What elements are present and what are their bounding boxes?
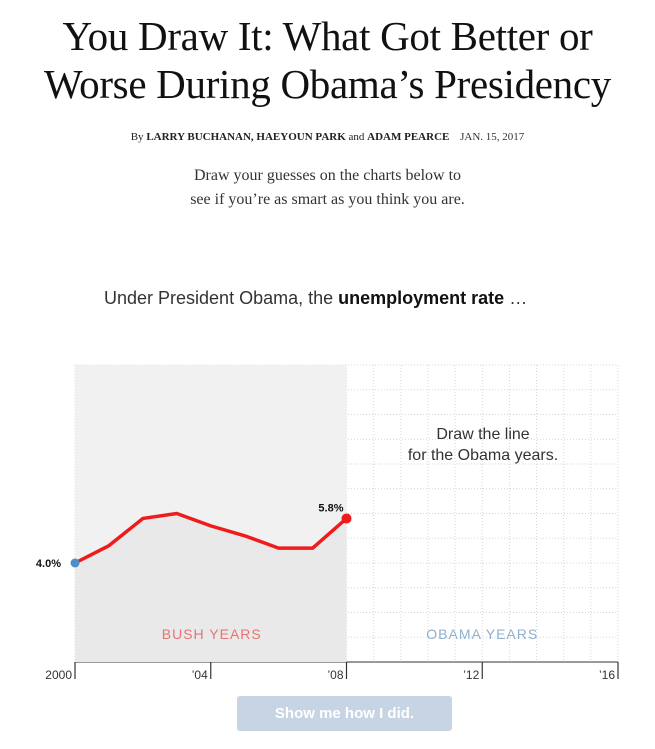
show-me-how-i-did-button[interactable]: Show me how I did. [237, 696, 452, 731]
question-text: Under President Obama, the [104, 288, 334, 308]
byline-and: and [348, 131, 365, 143]
chart-question: Under President Obama, the unemployment … [104, 284, 544, 313]
byline: By Larry Buchanan, Haeyoun Park and Adam… [0, 131, 655, 143]
you-draw-it-chart[interactable]: 2000 ’04 ’08 ’12 ’16 4.0% 5.8% Draw the line… [0, 355, 655, 690]
x-tick-label: ’16 [599, 668, 615, 682]
series-layer [70, 511, 352, 662]
title-line-2: Worse During Obama’s Presidency [44, 61, 611, 107]
question-metric: unemployment rate [338, 288, 505, 308]
bush-years-label: BUSH YEARS [162, 626, 262, 642]
series-area [75, 513, 347, 662]
byline-author-link[interactable]: Adam Pearce [367, 131, 450, 143]
obama-years-label: OBAMA YEARS [426, 626, 538, 642]
byline-prefix: By [130, 131, 144, 143]
x-axis-ticks: 2000 ’04 ’08 ’12 ’16 [45, 662, 619, 682]
question-ellipsis: … [509, 288, 528, 308]
x-tick-label: ’08 [327, 668, 343, 682]
article-title: You Draw It: What Got Better or Worse Du… [0, 12, 655, 108]
x-tick-label: ’12 [463, 668, 479, 682]
title-line-1: You Draw It: What Got Better or [62, 13, 593, 59]
draw-annotation-line-2: for the Obama years. [408, 447, 558, 464]
dek: Draw your guesses on the charts below to… [0, 164, 655, 212]
x-tick-label: ’04 [192, 668, 208, 682]
end-value-label: 5.8% [318, 502, 343, 514]
dek-line-2: see if you’re as smart as you think you … [190, 191, 465, 208]
byline-authors-link[interactable]: Larry Buchanan, Haeyoun Park [146, 131, 346, 143]
dek-line-1: Draw your guesses on the charts below to [193, 167, 462, 184]
start-value-label: 4.0% [36, 558, 61, 570]
start-point-dot [70, 558, 80, 568]
end-point-dot [341, 513, 352, 524]
draw-annotation-line-1: Draw the line [436, 426, 529, 443]
publish-date: JAN. 15, 2017 [460, 131, 525, 143]
x-tick-label: 2000 [45, 668, 72, 682]
